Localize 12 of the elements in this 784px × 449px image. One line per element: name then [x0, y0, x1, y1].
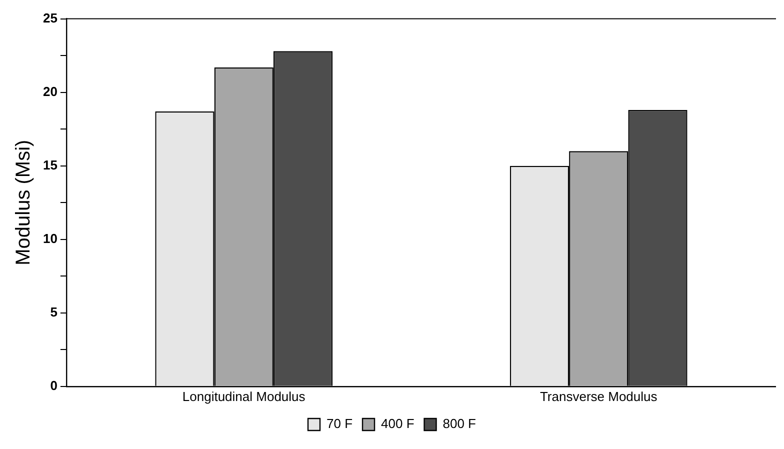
y-tick-label: 10 [42, 230, 58, 246]
x-tick-label: Longitudinal Modulus [182, 388, 306, 404]
y-tick-label: 20 [42, 84, 58, 99]
y-tick-label: 5 [50, 304, 58, 320]
y-axis-title: Modulus (Msi) [12, 140, 35, 266]
legend-label: 70 F [326, 416, 353, 432]
y-tick-label: 0 [50, 378, 58, 393]
legend-label: 800 F [442, 416, 476, 432]
y-tick-label: 15 [42, 157, 58, 172]
y-tick-label: 25 [42, 10, 58, 26]
x-tick-label: Transverse Modulus [540, 388, 658, 404]
legend-label: 400 F [381, 416, 414, 432]
